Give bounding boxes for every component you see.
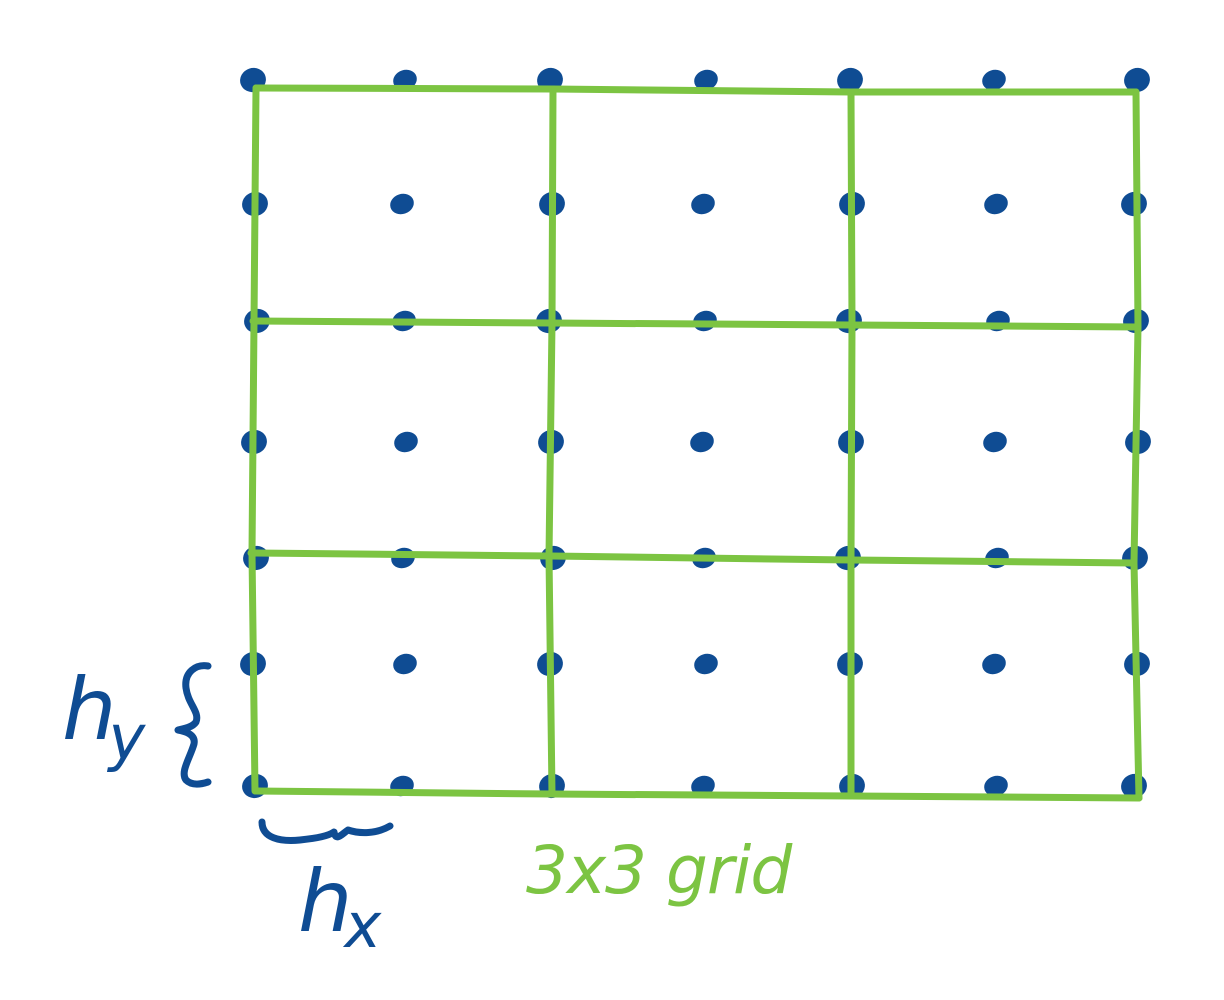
hx-label-subscript: x <box>344 889 382 962</box>
grid-line-right <box>1130 88 1143 802</box>
lattice-point <box>986 310 1010 332</box>
hx-label: hx <box>298 852 381 962</box>
lattice-point <box>390 193 414 215</box>
lattice-point <box>983 431 1007 453</box>
grid-line-bottom <box>252 787 1143 802</box>
grid-line-top <box>252 84 1140 96</box>
hx-brace <box>258 818 394 844</box>
lattice-point <box>837 67 863 93</box>
hy-brace <box>174 662 212 788</box>
hx-label-base: h <box>298 852 352 952</box>
hy-label: hy <box>62 660 145 774</box>
hy-label-subscript: y <box>108 701 146 774</box>
lattice-point <box>393 653 417 675</box>
point-lattice <box>240 67 1151 799</box>
grid-line-row-1 <box>249 317 1142 331</box>
lattice-point <box>243 545 269 571</box>
grid-caption: 3x3 grid <box>526 832 792 909</box>
lattice-point <box>694 69 718 91</box>
lattice-point <box>394 431 418 453</box>
lattice-point <box>690 431 714 453</box>
lattice-point <box>691 775 715 797</box>
grid-line-left <box>248 84 260 795</box>
lattice-point <box>982 69 1006 91</box>
lattice-point <box>984 193 1008 215</box>
lattice-point <box>691 193 715 215</box>
lattice-point <box>694 653 718 675</box>
lattice-point <box>982 653 1006 675</box>
lattice-point <box>984 775 1008 797</box>
grid-line-col-2 <box>847 88 856 800</box>
hy-label-base: h <box>62 660 116 760</box>
grid-line-col-1 <box>545 85 557 798</box>
green-grid <box>247 84 1143 802</box>
grid-line-row-2 <box>247 549 1137 567</box>
lattice-point <box>1124 67 1150 93</box>
